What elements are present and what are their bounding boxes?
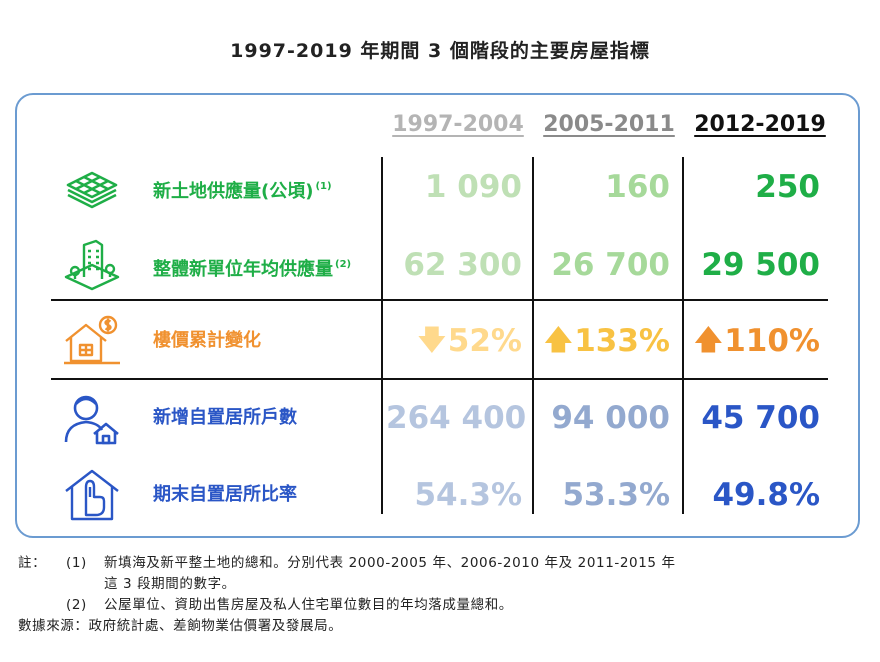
row-divider [51,378,828,380]
indicator-panel [15,93,860,538]
value-1997-2004: 🡇52% [386,311,522,371]
table-row-new-homeowners: 新增自置居所戶數 264 400 94 000 45 700 [0,388,880,448]
land-layers-icon [62,159,122,215]
value-2005-2011: 160 [605,169,670,205]
table-row-ownership-rate: 期末自置居所比率 54.3% 53.3% 49.8% [0,465,880,525]
arrow-down-icon: 🡇 [418,325,446,356]
footnotes: 註： (1) 新填海及新平整土地的總和。分別代表 2000-2005 年、200… [18,553,675,637]
note-text: 公屋單位、資助出售房屋及私人住宅單位數目的年均落成量總和。 [104,597,513,613]
value-2012-2019: 🡅110% [686,311,820,371]
note-number: (2) [66,597,87,613]
page-title: 1997-2019 年期間 3 個階段的主要房屋指標 [230,40,650,62]
column-header-1997-2004: 1997-2004 [392,112,524,137]
column-header-2012-2019: 2012-2019 [694,112,826,137]
note-2: (2) 公屋單位、資助出售房屋及私人住宅單位數目的年均落成量總和。 [18,595,512,616]
table-row-unit-supply: 整體新單位年均供應量 (2) 62 300 26 700 29 500 [0,235,880,295]
row-label-land-supply: 新土地供應量(公頃) (1) [153,181,332,202]
note-prefix: 註： [18,555,47,571]
column-divider [682,157,684,514]
value-2012-2019: 29 500 [701,247,820,283]
row-label-price-change: 樓價累計變化 [153,330,261,351]
house-price-icon [62,313,122,369]
note-1: 註： (1) 新填海及新平整土地的總和。分別代表 2000-2005 年、200… [18,553,675,574]
column-divider [381,157,383,514]
table-row-land-supply: 新土地供應量(公頃) (1) 1 090 160 250 [0,157,880,217]
homeowner-icon [62,390,122,446]
value-2005-2011: 53.3% [562,477,670,513]
value-2005-2011: 26 700 [551,247,670,283]
value-1997-2004: 54.3% [414,477,522,513]
footnote-marker: (1) [315,181,332,192]
arrow-up-icon: 🡅 [544,325,573,356]
column-header-2005-2011: 2005-2011 [543,112,675,137]
footnote-marker: (2) [335,259,352,270]
value-2012-2019: 49.8% [712,477,820,513]
note-1-continued: 這 3 段期間的數字。 [18,574,342,595]
home-key-icon [62,467,122,523]
row-label-ownership-rate: 期末自置居所比率 [153,484,297,505]
arrow-up-icon: 🡅 [694,325,723,356]
value-2012-2019: 45 700 [701,400,820,436]
building-icon [62,237,122,293]
note-text: 這 3 段期間的數字。 [104,576,236,592]
value-1997-2004: 264 400 [386,400,527,436]
note-text: 新填海及新平整土地的總和。分別代表 2000-2005 年、2006-2010 … [104,555,676,571]
value-2012-2019: 250 [755,169,820,205]
value-2005-2011: 🡅133% [536,311,670,371]
value-1997-2004: 62 300 [403,247,522,283]
row-label-new-homeowners: 新增自置居所戶數 [153,407,297,428]
column-divider [532,157,534,514]
row-divider [51,299,828,301]
table-row-price-change: 樓價累計變化 🡇52% 🡅133% 🡅110% [0,311,880,371]
value-2005-2011: 94 000 [551,400,670,436]
value-1997-2004: 1 090 [424,169,522,205]
note-number: (1) [66,555,87,571]
row-label-unit-supply: 整體新單位年均供應量 (2) [153,259,352,280]
data-source: 數據來源：政府統計處、差餉物業估價署及發展局。 [18,618,343,634]
